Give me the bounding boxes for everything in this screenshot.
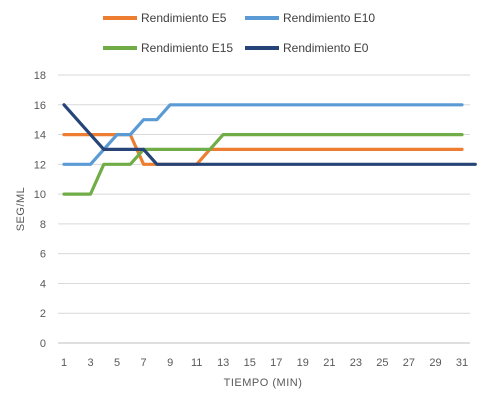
y-axis-tick-labels: 0 2 4 6 8 10 12 14 16 18 bbox=[34, 70, 46, 350]
x-axis-title: TIEMPO (MIN) bbox=[224, 377, 303, 389]
x-tick-label: 25 bbox=[376, 357, 388, 369]
x-axis-tick-labels: 1 3 5 7 9 11 13 15 17 19 21 23 25 27 29 31 bbox=[61, 357, 468, 369]
x-tick-label: 31 bbox=[456, 357, 468, 369]
x-tick-label: 3 bbox=[87, 357, 93, 369]
x-tick-label: 21 bbox=[323, 357, 335, 369]
y-tick-label: 10 bbox=[34, 189, 46, 201]
y-tick-label: 16 bbox=[34, 100, 46, 112]
x-tick-label: 11 bbox=[191, 357, 202, 369]
y-tick-label: 8 bbox=[40, 219, 46, 231]
y-tick-label: 0 bbox=[40, 338, 46, 350]
x-tick-label: 23 bbox=[350, 357, 362, 369]
x-tick-label: 1 bbox=[61, 357, 67, 369]
legend-label: Rendimiento E15 bbox=[141, 41, 233, 55]
series-line-rendimiento-e10 bbox=[62, 103, 464, 166]
series-line-rendimiento-e15 bbox=[62, 133, 464, 196]
x-tick-label: 7 bbox=[141, 357, 147, 369]
y-tick-label: 4 bbox=[40, 278, 46, 290]
y-tick-label: 2 bbox=[40, 308, 46, 320]
y-tick-label: 14 bbox=[34, 130, 46, 142]
chart-series bbox=[62, 103, 477, 196]
legend-label: Rendimiento E10 bbox=[283, 11, 375, 25]
legend-label: Rendimiento E5 bbox=[141, 11, 227, 25]
y-tick-label: 18 bbox=[34, 70, 46, 82]
x-tick-label: 15 bbox=[244, 357, 256, 369]
y-axis-title: SEG/ML bbox=[15, 187, 27, 232]
x-tick-label: 29 bbox=[429, 357, 441, 369]
series-line-rendimiento-e0 bbox=[62, 103, 477, 166]
chart-legend: Rendimiento E5 Rendimiento E10 Rendimiento… bbox=[103, 11, 375, 55]
x-tick-label: 27 bbox=[403, 357, 415, 369]
x-tick-label: 9 bbox=[167, 357, 173, 369]
chart-gridlines bbox=[58, 74, 470, 314]
x-tick-label: 13 bbox=[217, 357, 229, 369]
x-tick-label: 17 bbox=[270, 357, 282, 369]
x-tick-label: 19 bbox=[297, 357, 309, 369]
y-tick-label: 6 bbox=[40, 249, 46, 261]
y-tick-label: 12 bbox=[34, 159, 46, 171]
legend-label: Rendimiento E0 bbox=[283, 41, 369, 55]
x-tick-label: 5 bbox=[114, 357, 120, 369]
